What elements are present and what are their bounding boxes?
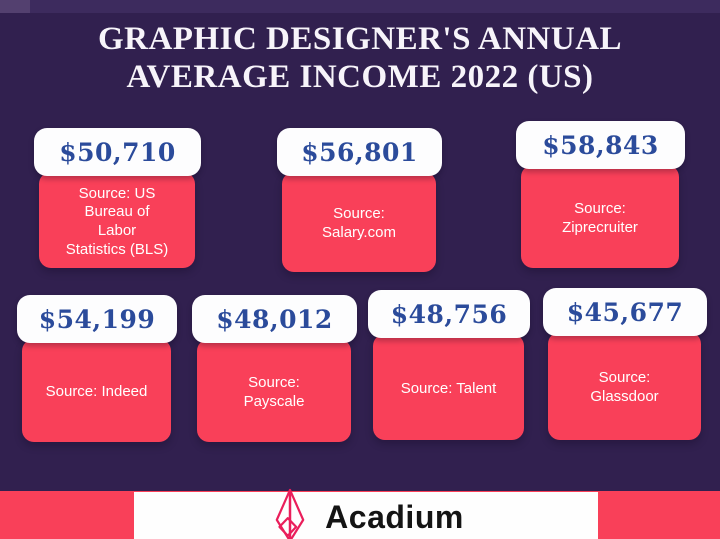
salary-value-box: $48,012 [192,295,357,343]
salary-card-payscale: $48,012 Source: Payscale [192,295,357,442]
salary-source-box: Source: Payscale [197,339,351,442]
salary-value: $48,012 [216,304,333,334]
salary-card-glassdoor: $45,677 Source: Glassdoor [543,288,707,440]
salary-value-box: $54,199 [17,295,177,343]
salary-source: Source: Indeed [45,383,148,401]
salary-card-ziprecruiter: $58,843 Source: Ziprecruiter [516,121,685,268]
salary-value: $58,843 [542,130,659,160]
top-strip-decoration [0,0,720,13]
acadium-logo-icon [275,488,305,539]
salary-source: Source: Ziprecruiter [562,199,638,236]
salary-source: Source: Glassdoor [590,369,659,405]
brand-name: Acadium [325,499,464,535]
salary-value-box: $45,677 [543,288,707,336]
salary-source: Source: Salary.com [322,205,396,241]
salary-source-box: Source: Glassdoor [548,332,701,440]
page-title: GRAPHIC DESIGNER'S ANNUAL AVERAGE INCOME… [97,21,623,96]
salary-source-box: Source: US Bureau of Labor Statistics (B… [39,172,195,268]
salary-card-indeed: $54,199 Source: Indeed [17,295,177,442]
salary-source: Source: Talent [400,379,497,397]
salary-source: Source: US Bureau of Labor Statistics (B… [65,184,169,258]
salary-value-box: $56,801 [277,128,442,176]
salary-source-box: Source: Salary.com [282,172,436,272]
salary-source-box: Source: Ziprecruiter [521,165,679,268]
salary-source-box: Source: Talent [373,334,524,440]
salary-value: $56,801 [301,137,418,167]
salary-value-box: $58,843 [516,121,685,169]
salary-card-talent: $48,756 Source: Talent [368,290,530,440]
salary-value: $48,756 [390,299,508,329]
salary-source-box: Source: Indeed [22,339,171,442]
footer-brand-bar: Acadium [134,488,598,539]
salary-value: $45,677 [566,297,684,327]
salary-value-box: $50,710 [34,128,201,176]
salary-card-salarycom: $56,801 Source: Salary.com [277,128,442,272]
salary-source: Source: Payscale [243,373,305,410]
salary-value: $50,710 [59,137,176,167]
salary-card-bls: $50,710 Source: US Bureau of Labor Stati… [34,128,201,268]
salary-value: $54,199 [38,304,156,334]
salary-value-box: $48,756 [368,290,530,338]
corner-square-decoration [0,0,30,13]
